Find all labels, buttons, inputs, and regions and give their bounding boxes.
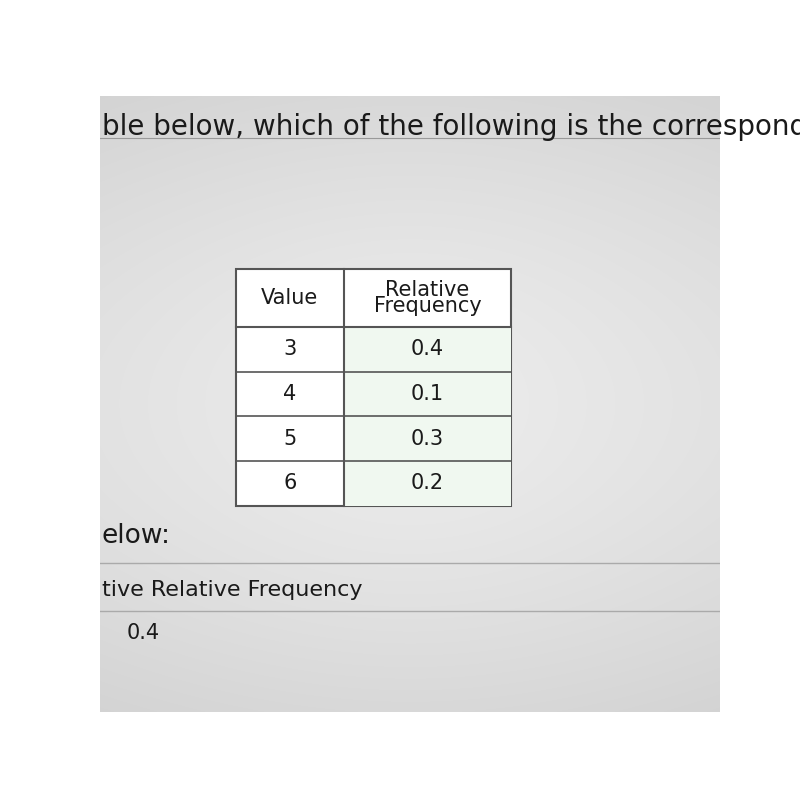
- Bar: [344, 327, 510, 372]
- Text: 0.1: 0.1: [411, 384, 444, 404]
- Text: 4: 4: [283, 384, 297, 404]
- Text: 3: 3: [283, 339, 297, 359]
- Text: ble below, which of the following is the corresponding cumula: ble below, which of the following is the…: [102, 113, 800, 141]
- Bar: [344, 416, 510, 461]
- Text: elow:: elow:: [102, 523, 170, 550]
- Text: 0.3: 0.3: [411, 429, 444, 449]
- Text: 0.4: 0.4: [127, 622, 160, 642]
- Text: 0.4: 0.4: [411, 339, 444, 359]
- Bar: [344, 372, 510, 416]
- Text: Frequency: Frequency: [374, 296, 482, 316]
- Text: 5: 5: [283, 429, 297, 449]
- Text: tive Relative Frequency: tive Relative Frequency: [102, 580, 362, 600]
- Text: Relative: Relative: [386, 281, 470, 301]
- Text: Value: Value: [262, 288, 318, 308]
- Bar: [236, 270, 510, 506]
- Text: 0.2: 0.2: [411, 474, 444, 494]
- Bar: [344, 461, 510, 506]
- Text: 6: 6: [283, 474, 297, 494]
